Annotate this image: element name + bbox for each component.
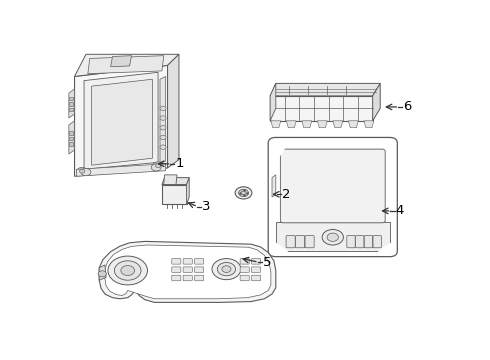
FancyBboxPatch shape bbox=[295, 235, 305, 248]
FancyBboxPatch shape bbox=[172, 267, 181, 273]
Circle shape bbox=[327, 233, 339, 242]
Polygon shape bbox=[74, 54, 179, 76]
Text: 4: 4 bbox=[396, 204, 404, 217]
FancyBboxPatch shape bbox=[305, 235, 314, 248]
Bar bbox=[69, 131, 73, 135]
Text: 2: 2 bbox=[282, 188, 291, 201]
Polygon shape bbox=[318, 121, 327, 128]
Polygon shape bbox=[276, 143, 390, 251]
FancyBboxPatch shape bbox=[268, 138, 397, 257]
Polygon shape bbox=[333, 121, 343, 128]
FancyBboxPatch shape bbox=[251, 267, 261, 273]
Polygon shape bbox=[364, 121, 374, 128]
Polygon shape bbox=[348, 121, 358, 128]
Text: 1: 1 bbox=[175, 157, 184, 170]
FancyBboxPatch shape bbox=[240, 275, 249, 281]
Polygon shape bbox=[270, 96, 372, 121]
Polygon shape bbox=[276, 243, 287, 251]
Polygon shape bbox=[378, 243, 390, 251]
Circle shape bbox=[114, 261, 141, 280]
Polygon shape bbox=[164, 175, 177, 185]
FancyBboxPatch shape bbox=[251, 258, 261, 264]
Polygon shape bbox=[99, 242, 276, 302]
Circle shape bbox=[121, 266, 135, 275]
Circle shape bbox=[212, 258, 241, 280]
FancyBboxPatch shape bbox=[240, 267, 249, 273]
Polygon shape bbox=[270, 84, 380, 96]
Bar bbox=[69, 102, 73, 105]
Polygon shape bbox=[168, 54, 179, 168]
Circle shape bbox=[108, 256, 147, 285]
FancyBboxPatch shape bbox=[195, 258, 204, 264]
Circle shape bbox=[160, 116, 166, 120]
Circle shape bbox=[155, 164, 161, 168]
Circle shape bbox=[153, 162, 163, 170]
Polygon shape bbox=[270, 84, 276, 121]
Polygon shape bbox=[272, 175, 276, 197]
Circle shape bbox=[239, 189, 248, 197]
FancyBboxPatch shape bbox=[356, 235, 364, 248]
FancyBboxPatch shape bbox=[373, 235, 381, 248]
Polygon shape bbox=[74, 66, 168, 176]
FancyBboxPatch shape bbox=[172, 275, 181, 281]
Circle shape bbox=[77, 167, 87, 175]
Polygon shape bbox=[271, 121, 281, 128]
Polygon shape bbox=[276, 143, 287, 159]
Circle shape bbox=[241, 191, 246, 195]
FancyBboxPatch shape bbox=[183, 275, 192, 281]
Polygon shape bbox=[160, 76, 166, 164]
Polygon shape bbox=[92, 79, 152, 165]
Polygon shape bbox=[162, 185, 187, 204]
Polygon shape bbox=[84, 72, 158, 169]
Polygon shape bbox=[187, 177, 189, 204]
Circle shape bbox=[218, 262, 236, 276]
FancyBboxPatch shape bbox=[195, 275, 204, 281]
Text: 3: 3 bbox=[202, 200, 211, 213]
FancyBboxPatch shape bbox=[347, 235, 355, 248]
FancyBboxPatch shape bbox=[364, 235, 373, 248]
Polygon shape bbox=[99, 265, 106, 280]
FancyBboxPatch shape bbox=[280, 149, 385, 223]
Circle shape bbox=[160, 135, 166, 140]
Polygon shape bbox=[302, 121, 312, 128]
Circle shape bbox=[98, 271, 106, 277]
Circle shape bbox=[235, 187, 252, 199]
Polygon shape bbox=[283, 149, 382, 221]
FancyBboxPatch shape bbox=[286, 235, 295, 248]
Polygon shape bbox=[372, 84, 380, 121]
Polygon shape bbox=[69, 121, 74, 154]
Bar bbox=[69, 108, 73, 111]
Polygon shape bbox=[286, 121, 296, 128]
Circle shape bbox=[160, 106, 166, 111]
Circle shape bbox=[151, 164, 161, 171]
FancyBboxPatch shape bbox=[183, 267, 192, 273]
Polygon shape bbox=[105, 245, 271, 299]
Circle shape bbox=[160, 145, 166, 149]
FancyBboxPatch shape bbox=[172, 258, 181, 264]
Polygon shape bbox=[88, 56, 164, 74]
Bar bbox=[69, 97, 73, 100]
Polygon shape bbox=[378, 143, 390, 151]
FancyBboxPatch shape bbox=[251, 275, 261, 281]
Polygon shape bbox=[111, 56, 131, 67]
Bar bbox=[69, 137, 73, 140]
Bar bbox=[69, 143, 73, 146]
Polygon shape bbox=[69, 89, 74, 118]
Polygon shape bbox=[162, 177, 189, 185]
Polygon shape bbox=[276, 222, 390, 251]
Circle shape bbox=[322, 229, 343, 245]
Circle shape bbox=[79, 169, 85, 173]
Circle shape bbox=[81, 168, 91, 176]
Text: 5: 5 bbox=[263, 256, 271, 269]
FancyBboxPatch shape bbox=[183, 258, 192, 264]
Polygon shape bbox=[76, 164, 166, 176]
Circle shape bbox=[222, 266, 231, 273]
FancyBboxPatch shape bbox=[195, 267, 204, 273]
Text: 6: 6 bbox=[403, 100, 412, 113]
FancyBboxPatch shape bbox=[240, 258, 249, 264]
Circle shape bbox=[160, 126, 166, 130]
